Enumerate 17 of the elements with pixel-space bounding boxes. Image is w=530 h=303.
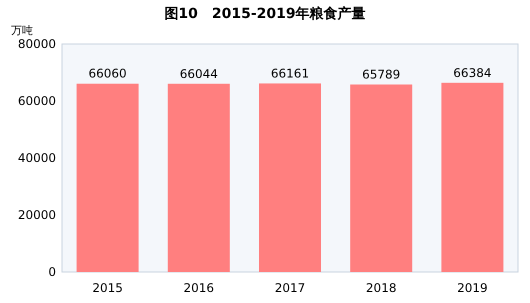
data-label: 66060 — [88, 66, 127, 81]
y-tick-label: 80000 — [18, 37, 56, 51]
chart-title: 图10 2015-2019年粮食产量 — [164, 5, 366, 22]
x-tick-label: 2016 — [184, 281, 214, 295]
data-label: 66384 — [453, 66, 492, 80]
y-tick-label: 0 — [48, 265, 56, 279]
data-label: 66161 — [270, 66, 310, 80]
data-label: 65789 — [362, 68, 400, 82]
x-tick-label: 2018 — [366, 281, 396, 295]
y-axis-title: 万吨 — [11, 24, 33, 37]
data-label: 66044 — [180, 66, 218, 81]
x-tick-label: 2019 — [457, 281, 488, 295]
x-tick-label: 2017 — [274, 281, 306, 295]
y-tick-label: 20000 — [18, 208, 56, 222]
y-tick-label: 40000 — [18, 151, 56, 165]
y-tick-label: 60000 — [18, 94, 56, 108]
x-tick-label: 2015 — [92, 281, 123, 295]
